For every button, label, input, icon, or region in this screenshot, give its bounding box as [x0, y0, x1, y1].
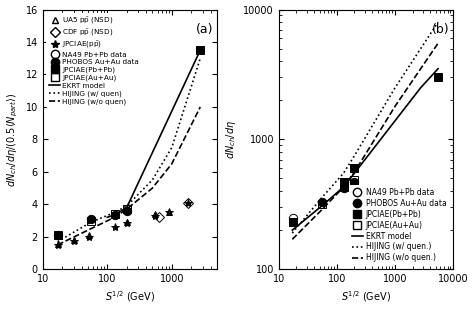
Y-axis label: $dN_{ch}/d\eta$: $dN_{ch}/d\eta$ [224, 120, 238, 159]
Text: (b): (b) [432, 23, 450, 36]
Legend: NA49 Pb+Pb data, PHOBOS Au+Au data, JPCIAE(Pb+Pb), JPCIAE(Au+Au), EKRT model, HI: NA49 Pb+Pb data, PHOBOS Au+Au data, JPCI… [349, 185, 449, 265]
Y-axis label: $dN_{ch}/d\eta/(0.5\langle N_{part}\rangle)$: $dN_{ch}/d\eta/(0.5\langle N_{part}\rang… [6, 92, 20, 187]
Legend: UA5 p$\bar{\rm p}$ (NSD), CDF p$\bar{\rm p}$ (NSD), JPCIAE(p$\bar{\rm p}$), NA49: UA5 p$\bar{\rm p}$ (NSD), CDF p$\bar{\rm… [46, 13, 142, 108]
X-axis label: $S^{1/2}$ (GeV): $S^{1/2}$ (GeV) [341, 290, 391, 304]
X-axis label: $S^{1/2}$ (GeV): $S^{1/2}$ (GeV) [105, 290, 155, 304]
Text: (a): (a) [196, 23, 214, 36]
